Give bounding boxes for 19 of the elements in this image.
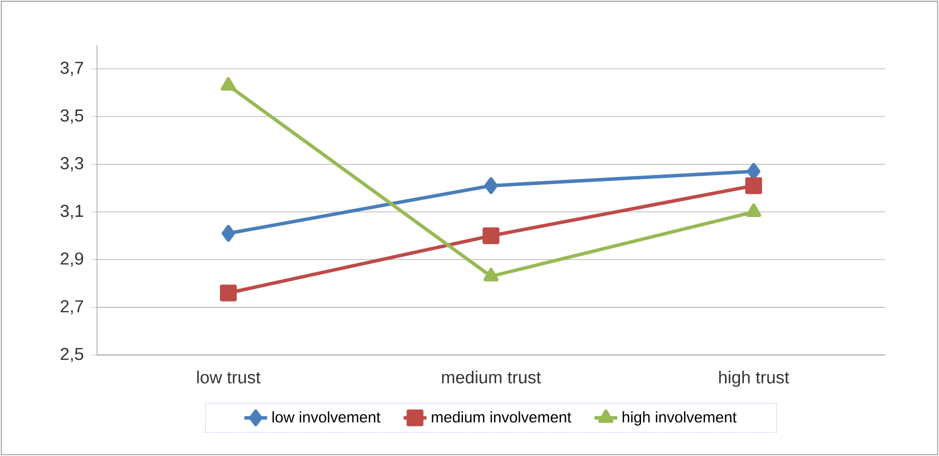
- y-tick-label: 2,5: [60, 348, 84, 362]
- y-tick-label: 2,9: [60, 252, 84, 267]
- x-tick-label: high trust: [719, 370, 790, 387]
- legend-label: low involvement: [272, 411, 380, 423]
- y-tick-label: 3,7: [60, 62, 84, 76]
- y-tick-label: 3,3: [60, 157, 84, 172]
- y-tick-label: 3,5: [60, 109, 84, 124]
- point: [745, 177, 762, 194]
- x-tick-label: low trust: [197, 370, 260, 384]
- point: [482, 227, 500, 244]
- point: [220, 77, 236, 91]
- y-tick-label: 2,7: [60, 300, 84, 314]
- legend-label: medium involvement: [432, 411, 572, 423]
- x-tick-label: medium trust: [442, 370, 541, 384]
- legend-label: high involvement: [622, 411, 737, 426]
- point: [222, 224, 236, 242]
- point: [484, 177, 498, 194]
- point: [220, 284, 237, 302]
- y-tick-label: 3,1: [60, 204, 84, 220]
